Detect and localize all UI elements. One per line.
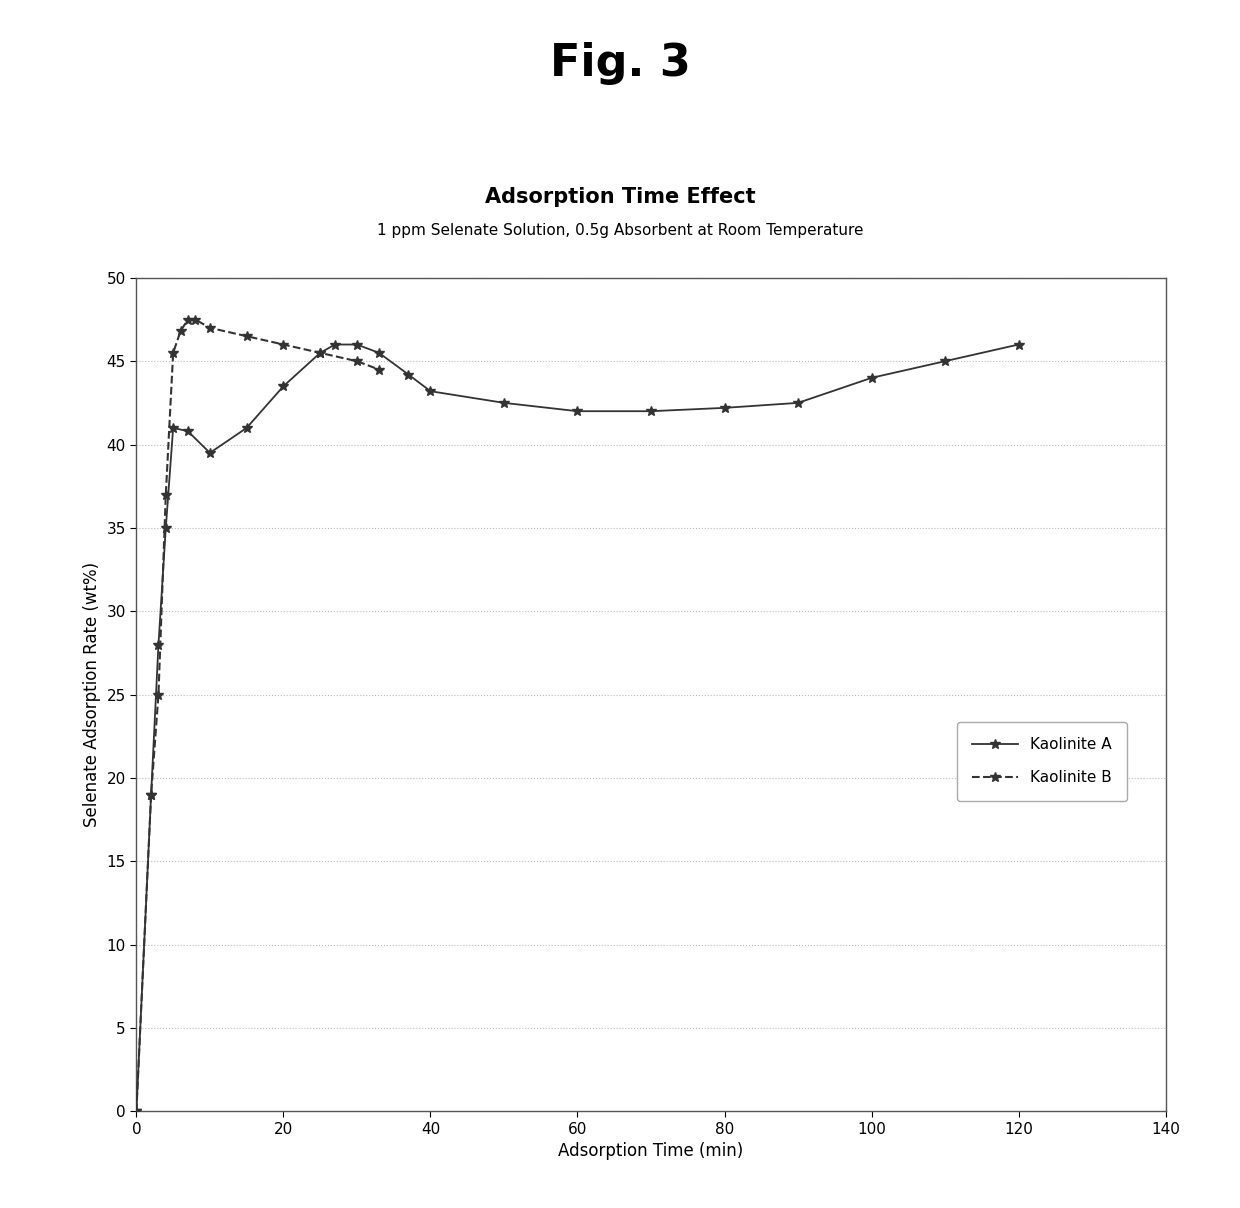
Kaolinite B (277, 337, 291, 352)
Kaolinite B (159, 487, 174, 501)
Kaolinite B (129, 1104, 144, 1119)
Kaolinite A (327, 337, 342, 352)
Kaolinite B (174, 324, 188, 338)
Kaolinite A (496, 396, 511, 411)
Kaolinite B (144, 788, 159, 802)
Kaolinite B (312, 345, 327, 360)
Kaolinite B (166, 345, 181, 360)
Kaolinite B (181, 313, 196, 327)
Kaolinite A (570, 403, 585, 418)
Line: Kaolinite A: Kaolinite A (131, 339, 1023, 1116)
Kaolinite B (372, 362, 387, 377)
Kaolinite A (350, 337, 365, 352)
Kaolinite B (202, 320, 217, 335)
Kaolinite A (864, 371, 879, 385)
Kaolinite A (937, 354, 952, 368)
Text: Fig. 3: Fig. 3 (549, 42, 691, 86)
Kaolinite A (372, 345, 387, 360)
Text: 1 ppm Selenate Solution, 0.5g Absorbent at Room Temperature: 1 ppm Selenate Solution, 0.5g Absorbent … (377, 223, 863, 238)
Kaolinite A (717, 401, 732, 416)
Kaolinite A (312, 345, 327, 360)
Kaolinite A (277, 379, 291, 394)
Y-axis label: Selenate Adsorption Rate (wt%): Selenate Adsorption Rate (wt%) (83, 562, 100, 827)
Kaolinite A (144, 788, 159, 802)
Kaolinite A (129, 1104, 144, 1119)
Kaolinite B (239, 329, 254, 343)
Kaolinite B (350, 354, 365, 368)
Kaolinite A (151, 638, 166, 652)
Text: Adsorption Time Effect: Adsorption Time Effect (485, 187, 755, 208)
Kaolinite A (159, 521, 174, 535)
Kaolinite A (202, 446, 217, 460)
Kaolinite A (166, 420, 181, 435)
Kaolinite A (1011, 337, 1025, 352)
Kaolinite A (423, 384, 438, 399)
Legend: Kaolinite A, Kaolinite B: Kaolinite A, Kaolinite B (957, 722, 1127, 801)
Kaolinite A (181, 424, 196, 439)
Line: Kaolinite B: Kaolinite B (131, 314, 384, 1116)
Kaolinite A (644, 403, 658, 418)
Kaolinite A (791, 396, 806, 411)
Kaolinite A (239, 420, 254, 435)
Kaolinite B (187, 313, 202, 327)
X-axis label: Adsorption Time (min): Adsorption Time (min) (558, 1143, 744, 1161)
Kaolinite B (151, 687, 166, 702)
Kaolinite A (401, 367, 415, 382)
